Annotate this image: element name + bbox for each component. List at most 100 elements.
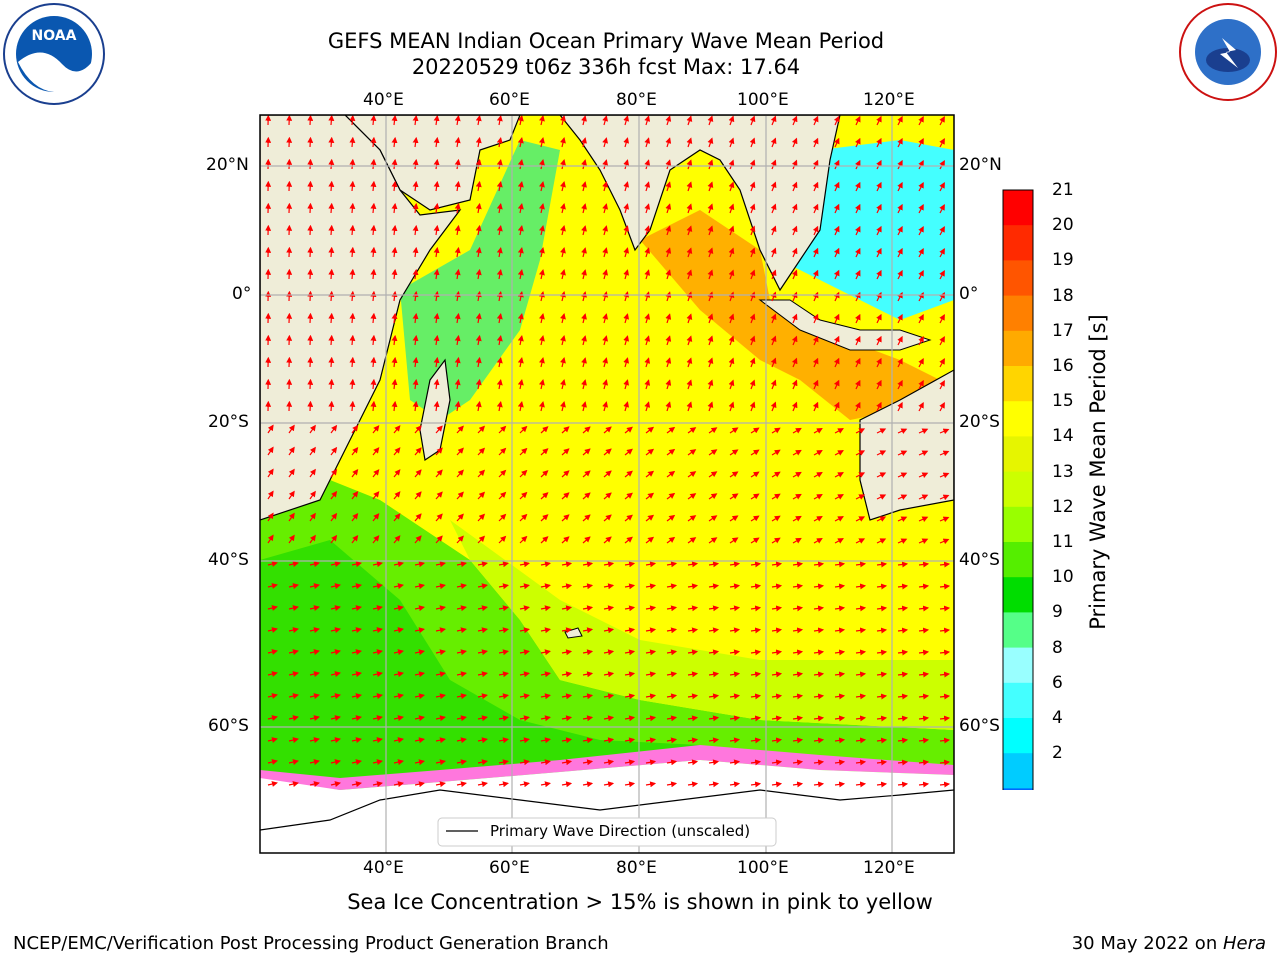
wave-direction-arrow [791,313,798,324]
wave-direction-arrow [267,671,278,677]
wave-direction-arrow [602,291,609,302]
south-asia-land [559,115,841,292]
wave-direction-arrow [855,693,867,700]
colorbar-tick-label: 12 [1052,496,1074,517]
wave-direction-arrow [372,715,383,722]
wave-direction-arrow [456,605,467,612]
wave-direction-arrow [519,693,530,700]
wave-direction-arrow [624,448,633,456]
wave-direction-arrow [328,400,335,412]
wave-direction-arrow [812,203,819,214]
svg-text:NOAA: NOAA [32,28,77,44]
wave-direction-arrow [391,378,398,390]
wave-direction-arrow [351,424,359,434]
wave-direction-arrow [707,247,714,258]
wave-direction-arrow [834,781,846,788]
wave-direction-arrow [855,737,867,744]
wave-direction-arrow [939,516,950,523]
wave-direction-arrow [391,312,398,324]
wave-direction-arrow [750,671,762,678]
wave-direction-arrow [498,759,509,766]
wave-direction-arrow [582,781,594,788]
wave-direction-arrow [561,715,573,722]
wave-direction-arrow [603,737,615,744]
wave-direction-arrow [477,693,488,700]
wave-direction-arrow [351,534,359,544]
wave-direction-arrow [728,225,735,236]
wave-direction-arrow [855,428,866,434]
wave-direction-arrow [475,268,482,280]
wave-direction-arrow [855,494,866,500]
wave-direction-arrow [433,268,440,280]
wave-direction-arrow [540,605,551,612]
wave-direction-arrow [435,491,443,500]
wave-direction-arrow [770,115,777,126]
wave-direction-arrow [309,715,320,721]
wave-direction-arrow [498,513,507,522]
wave-direction-arrow [539,313,545,324]
wave-direction-arrow [393,715,404,722]
wave-direction-arrow [560,401,566,412]
wave-direction-arrow [288,759,299,765]
wave-direction-arrow [602,247,609,258]
lon-tick-bottom-40e: 40°E [363,858,404,878]
wave-direction-arrow [351,649,362,656]
wave-direction-arrow [288,627,299,633]
wave-direction-arrow [602,335,609,346]
wave-direction-arrow [897,269,903,280]
wave-direction-arrow [666,514,676,522]
wave-direction-arrow [330,671,341,677]
wave-direction-arrow [328,158,335,170]
wave-direction-arrow [498,671,509,678]
wave-direction-arrow [707,159,714,170]
wave-direction-arrow [791,401,798,412]
wave-direction-arrow [623,137,630,148]
wave-direction-arrow [561,759,573,766]
colorbar-tick-label: 6 [1052,672,1063,693]
wave-direction-arrow [939,182,945,192]
wave-direction-arrow [707,335,714,346]
wave-direction-arrow [855,516,866,522]
wave-direction-arrow [393,561,404,568]
wave-direction-arrow [309,627,320,633]
wave-direction-arrow [833,401,840,412]
wave-direction-arrow [645,627,657,634]
wave-direction-arrow [414,491,422,500]
wave-direction-arrow [330,583,341,589]
wave-direction-arrow [749,203,756,214]
wave-direction-arrow [412,246,419,258]
wave-direction-arrow [770,335,777,346]
colorbar-segment [1003,190,1033,226]
wave-direction-arrow [288,693,299,699]
wave-direction-arrow [475,224,482,236]
wave-direction-arrow [454,136,461,148]
wave-direction-arrow [771,537,781,544]
wave-direction-arrow [918,627,930,634]
wave-direction-arrow [876,225,882,236]
wave-direction-arrow [666,715,678,722]
wave-direction-arrow [477,649,488,656]
wave-direction-arrow [644,269,651,280]
wave-direction-arrow [813,671,825,678]
wave-direction-arrow [582,671,594,678]
wave-direction-arrow [939,270,945,280]
wave-direction-arrow [771,715,783,722]
wave-direction-arrow [540,536,549,544]
wave-direction-arrow [412,268,419,280]
wave-direction-arrow [307,202,314,214]
wave-direction-arrow [708,537,718,544]
wave-direction-arrow [686,357,693,368]
wave-direction-arrow [477,447,486,456]
wave-direction-arrow [644,379,651,390]
wave-direction-arrow [602,159,609,170]
wave-direction-arrow [496,137,503,148]
wave-direction-arrow [791,203,798,214]
wave-direction-arrow [770,225,777,236]
wave-direction-arrow [939,116,945,126]
wave-direction-arrow [435,425,443,434]
wave-direction-arrow [791,225,798,236]
wave-direction-arrow [623,379,630,390]
wave-direction-arrow [267,424,274,434]
wave-direction-arrow [540,627,551,634]
wave-direction-arrow [897,671,909,678]
